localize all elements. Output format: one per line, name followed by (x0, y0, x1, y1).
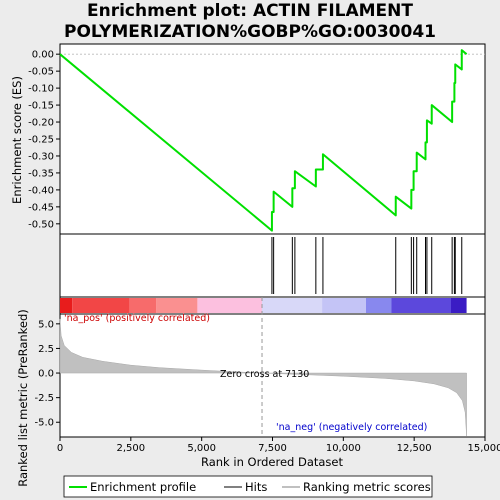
heatmap-segment-9 (451, 298, 467, 313)
x-tick-label-5: 12,500 (397, 443, 432, 454)
heatmap-segment-0 (60, 298, 72, 313)
heatmap-segment-4 (197, 298, 262, 313)
es-tick-label-2: -0.10 (28, 84, 54, 95)
es-tick-label-9: -0.45 (28, 202, 54, 213)
zero-cross-label: Zero cross at 7130 (220, 369, 309, 380)
x-axis-label: Rank in Ordered Dataset (201, 455, 344, 469)
legend-metric-label: Ranking metric scores (303, 480, 431, 494)
metric-tick-label-0: 5.0 (38, 319, 54, 330)
es-tick-label-5: -0.25 (28, 135, 54, 146)
heatmap-segment-5 (262, 298, 322, 313)
x-tick-label-1: 2,500 (117, 443, 146, 454)
negative-label: 'na_neg' (negatively correlated) (276, 422, 427, 433)
metric-y-axis-label: Ranked list metric (PreRanked) (16, 309, 30, 487)
x-tick-label-3: 7,500 (258, 443, 287, 454)
x-tick-label-6: 15,000 (468, 443, 500, 454)
es-y-axis-label: Enrichment score (ES) (10, 76, 24, 204)
metric-tick-label-3: -2.5 (34, 393, 54, 404)
positive-label: 'na_pos' (positively correlated) (64, 313, 210, 324)
es-tick-label-6: -0.30 (28, 151, 54, 162)
legend-hits-label: Hits (245, 480, 267, 494)
metric-tick-label-2: 0.0 (38, 369, 54, 380)
metric-tick-label-4: -5.0 (34, 418, 54, 429)
metric-tick-label-1: 2.5 (38, 344, 54, 355)
x-tick-label-2: 5,000 (187, 443, 216, 454)
hits-panel (60, 234, 485, 297)
heatmap-segment-2 (129, 298, 156, 313)
es-tick-label-8: -0.40 (28, 185, 54, 196)
heatmap-segment-8 (392, 298, 452, 313)
es-tick-label-3: -0.15 (28, 101, 54, 112)
heatmap-bar (60, 298, 467, 313)
x-tick-label-0: 0 (57, 443, 63, 454)
heatmap-segment-7 (366, 298, 392, 313)
heatmap-segment-3 (156, 298, 197, 313)
es-tick-label-7: -0.35 (28, 168, 54, 179)
es-tick-label-1: -0.05 (28, 67, 54, 78)
es-tick-label-4: -0.20 (28, 118, 54, 129)
es-panel (60, 44, 485, 234)
legend-profile-label: Enrichment profile (90, 480, 196, 494)
heatmap-segment-1 (72, 298, 129, 313)
es-tick-label-0: 0.00 (32, 50, 54, 61)
x-tick-label-4: 10,000 (326, 443, 361, 454)
es-tick-label-10: -0.50 (28, 219, 54, 230)
heatmap-segment-6 (322, 298, 366, 313)
